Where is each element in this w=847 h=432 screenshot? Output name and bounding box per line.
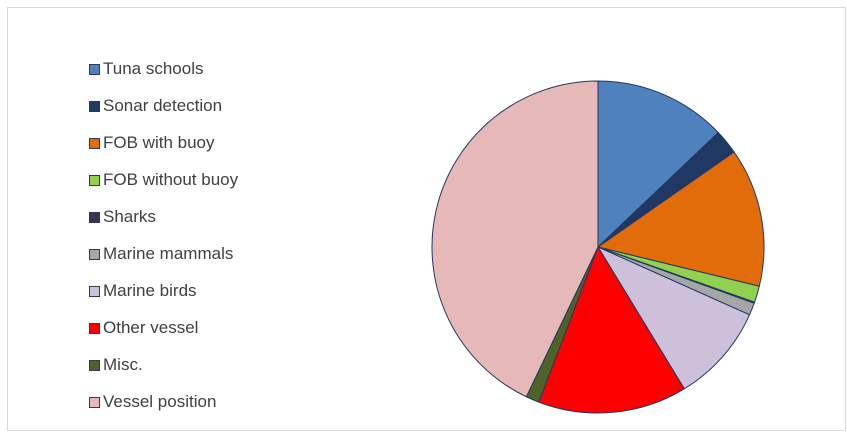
legend-item-fob-with-buoy: FOB with buoy: [89, 133, 238, 153]
legend-item-marine-mammals: Marine mammals: [89, 244, 238, 264]
legend-item-fob-without-buoy: FOB without buoy: [89, 170, 238, 190]
legend-swatch: [89, 63, 100, 75]
legend-swatch: [89, 174, 100, 186]
legend-item-marine-birds: Marine birds: [89, 281, 238, 301]
legend-item-misc: Misc.: [89, 355, 238, 375]
legend-item-sharks: Sharks: [89, 207, 238, 227]
legend-swatch: [89, 100, 100, 112]
legend-label: Other vessel: [103, 318, 199, 337]
legend-swatch: [89, 359, 100, 371]
legend-label: FOB without buoy: [103, 170, 239, 189]
pie-slice-marine-birds: [597, 246, 751, 390]
legend-label: FOB with buoy: [103, 133, 215, 152]
legend-swatch: [89, 137, 100, 149]
legend-label: Marine birds: [103, 281, 197, 300]
legend-swatch: [89, 211, 100, 223]
legend-swatch: [89, 396, 100, 408]
legend-label: Sharks: [103, 207, 156, 226]
legend-swatch: [89, 285, 100, 297]
legend-item-sonar-detection: Sonar detection: [89, 96, 238, 116]
legend-label: Tuna schools: [103, 59, 204, 78]
legend-label: Marine mammals: [103, 244, 234, 263]
pie-slice-tuna-schools: [597, 80, 719, 248]
legend-swatch: [89, 248, 100, 260]
pie-slice-fob-with-buoy: [597, 151, 765, 287]
legend-item-tuna-schools: Tuna schools: [89, 59, 238, 79]
legend-label: Sonar detection: [103, 96, 223, 115]
legend-label: Vessel position: [103, 392, 217, 411]
pie-slice-vessel-position: [431, 80, 599, 398]
legend-item-other-vessel: Other vessel: [89, 318, 238, 338]
legend-label: Misc.: [103, 355, 143, 374]
legend-item-vessel-position: Vessel position: [89, 392, 238, 412]
chart-legend: Tuna schools Sonar detection FOB with bu…: [89, 59, 238, 429]
legend-swatch: [89, 322, 100, 334]
pie-slice-other-vessel: [538, 246, 685, 414]
